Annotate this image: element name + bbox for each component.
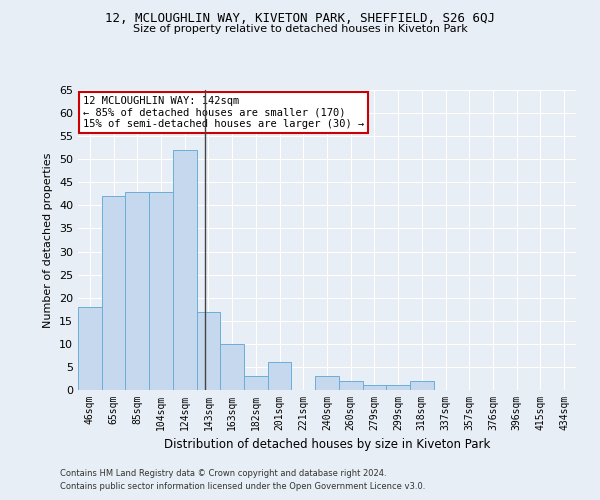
Bar [78, 307, 102, 390]
Bar [386, 386, 410, 390]
Bar [220, 344, 244, 390]
Text: Size of property relative to detached houses in Kiveton Park: Size of property relative to detached ho… [133, 24, 467, 34]
Bar [268, 362, 292, 390]
Text: Contains HM Land Registry data © Crown copyright and database right 2024.: Contains HM Land Registry data © Crown c… [60, 468, 386, 477]
X-axis label: Distribution of detached houses by size in Kiveton Park: Distribution of detached houses by size … [164, 438, 490, 452]
Bar [315, 376, 339, 390]
Y-axis label: Number of detached properties: Number of detached properties [43, 152, 53, 328]
Bar [173, 150, 197, 390]
Bar [339, 381, 362, 390]
Bar [102, 196, 125, 390]
Bar [197, 312, 220, 390]
Text: 12, MCLOUGHLIN WAY, KIVETON PARK, SHEFFIELD, S26 6QJ: 12, MCLOUGHLIN WAY, KIVETON PARK, SHEFFI… [105, 12, 495, 26]
Bar [362, 386, 386, 390]
Bar [125, 192, 149, 390]
Bar [410, 381, 434, 390]
Text: 12 MCLOUGHLIN WAY: 142sqm
← 85% of detached houses are smaller (170)
15% of semi: 12 MCLOUGHLIN WAY: 142sqm ← 85% of detac… [83, 96, 364, 129]
Bar [244, 376, 268, 390]
Bar [149, 192, 173, 390]
Text: Contains public sector information licensed under the Open Government Licence v3: Contains public sector information licen… [60, 482, 425, 491]
